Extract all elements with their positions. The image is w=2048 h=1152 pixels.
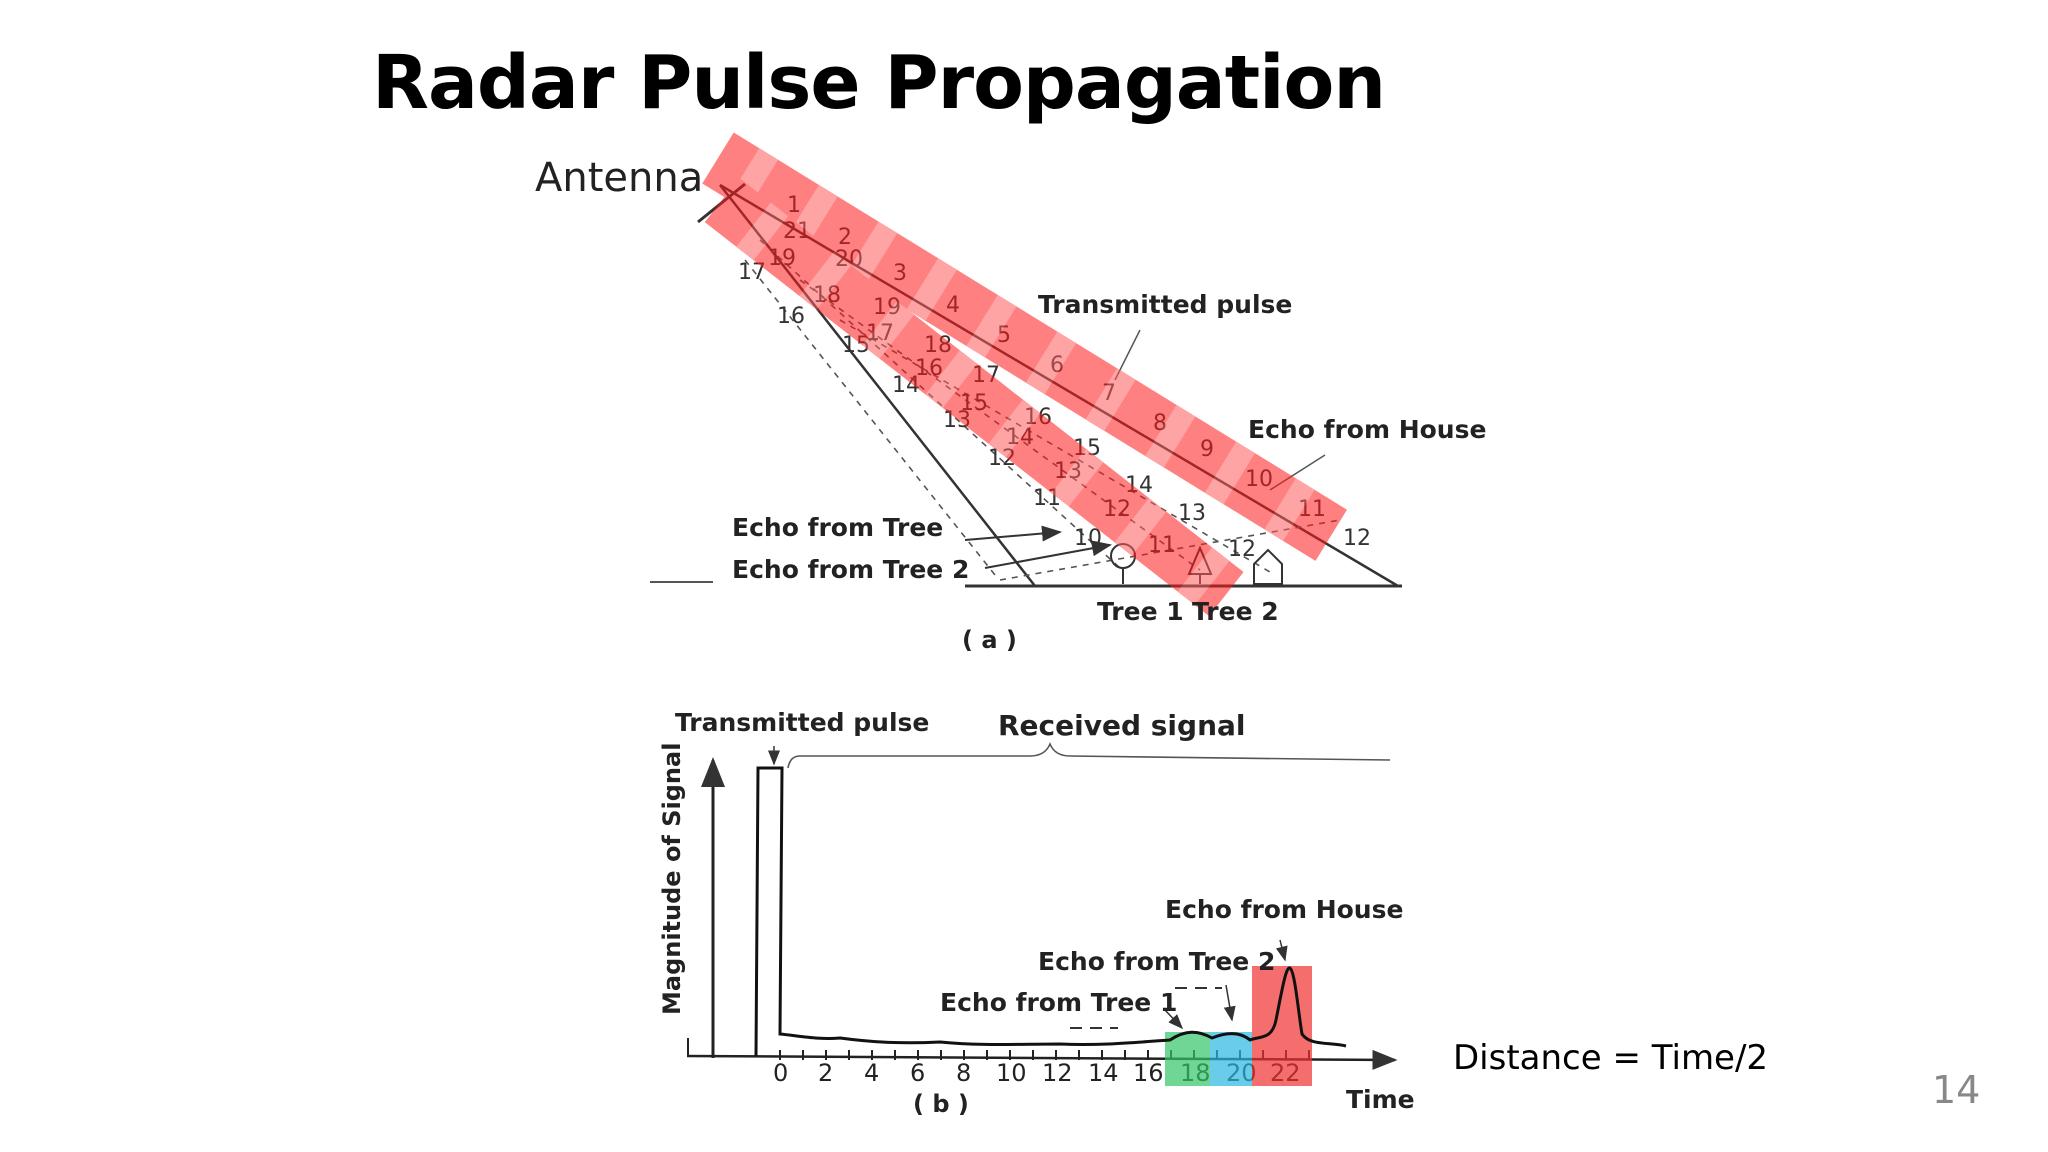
echo-tree2-arrow bbox=[984, 540, 1112, 569]
slide-number: 14 bbox=[1932, 1068, 1981, 1112]
echo-house-label-b: Echo from House bbox=[1165, 895, 1403, 924]
received-signal-label: Received signal bbox=[998, 709, 1246, 742]
transmitted-pulse-label: Transmitted pulse bbox=[1038, 290, 1292, 319]
x-tick: 2 bbox=[818, 1059, 833, 1087]
received-signal-brace bbox=[787, 741, 1391, 769]
pulse-highlight-overlay bbox=[702, 132, 1347, 617]
x-tick: 4 bbox=[864, 1059, 879, 1087]
beam-number: 16 bbox=[777, 304, 805, 329]
x-tick: 12 bbox=[1042, 1059, 1073, 1087]
tree-2-label: Tree 2 bbox=[1192, 597, 1279, 626]
b-transmitted-pulse-label: Transmitted pulse bbox=[675, 708, 929, 737]
antenna-label: Antenna bbox=[535, 155, 704, 201]
house-icon bbox=[1253, 548, 1283, 585]
echo-number: 13 bbox=[1178, 501, 1206, 526]
x-tick: 0 bbox=[773, 1059, 788, 1087]
distance-formula: Distance = Time/2 bbox=[1453, 1038, 1769, 1078]
echo-tree2-label: Echo from Tree 2 bbox=[732, 555, 969, 584]
tree-1-label: Tree 1 bbox=[1097, 597, 1184, 626]
x-tick: 8 bbox=[956, 1059, 971, 1087]
x-tick: 14 bbox=[1088, 1059, 1119, 1087]
echo-tree-label: Echo from Tree bbox=[732, 513, 943, 542]
x-tick: 10 bbox=[996, 1059, 1027, 1087]
x-tick: 16 bbox=[1133, 1059, 1164, 1087]
tree1-highlight-band bbox=[1165, 1032, 1210, 1086]
tree1-echo-pointer bbox=[1164, 1009, 1184, 1030]
x-axis-label: Time bbox=[1346, 1085, 1415, 1114]
panel-a: 1 2 3 4 5 6 7 8 9 10 11 12 17 16 15 14 1… bbox=[650, 132, 1486, 654]
house-echo-pointer bbox=[1275, 939, 1288, 962]
echo-number: 12 bbox=[1228, 537, 1256, 562]
tree2-echo-pointer bbox=[1223, 984, 1236, 1022]
signal-trace bbox=[754, 766, 1347, 1057]
x-tick: 6 bbox=[910, 1059, 925, 1087]
beam-number: 10 bbox=[1074, 526, 1102, 551]
y-axis-label: Magnitude of Signal bbox=[658, 743, 686, 1015]
echo-tree-arrow bbox=[964, 525, 1062, 542]
panel-a-caption: ( a ) bbox=[962, 626, 1017, 654]
echo-tree2-label-b: Echo from Tree 2 bbox=[1038, 947, 1275, 976]
panel-b-caption: ( b ) bbox=[913, 1090, 969, 1118]
echo-tree1-label-b: Echo from Tree 1 bbox=[940, 988, 1177, 1017]
panel-b: 0 2 4 6 8 10 12 14 16 18 20 22 bbox=[658, 708, 1415, 1118]
tree2-highlight-band bbox=[1210, 1032, 1252, 1086]
echo-house-label: Echo from House bbox=[1248, 415, 1486, 444]
echo-house-label-b-text: Echo from House bbox=[1165, 895, 1403, 924]
pulse-number: 12 bbox=[1343, 526, 1371, 551]
slide-title: Radar Pulse Propagation bbox=[372, 40, 1386, 126]
